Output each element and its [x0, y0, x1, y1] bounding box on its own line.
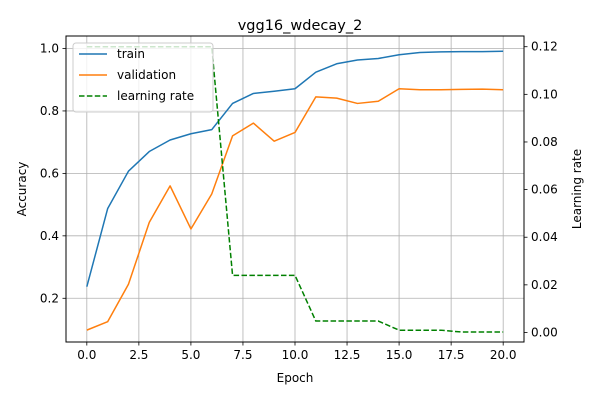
series-line-validation — [86, 88, 504, 331]
x-axis: 0.0 2.5 5.0 7.5 10.0 12.5 15.0 17.5 20.0 — [77, 342, 517, 362]
x-tick-label: 20.0 — [490, 348, 517, 362]
chart-title: vgg16_wdecay_2 — [238, 18, 363, 34]
x-axis-title: Epoch — [277, 371, 314, 385]
series-line-learning-rate — [86, 45, 504, 333]
x-tick-label: 5.0 — [181, 348, 200, 362]
y2-tick-label: 0.04 — [531, 230, 558, 244]
legend-label: train — [117, 47, 145, 61]
x-tick-label: 7.5 — [233, 348, 252, 362]
x-tick-label: 15.0 — [386, 348, 413, 362]
series-line-train — [86, 50, 504, 287]
legend-box — [72, 42, 214, 113]
y2-tick-label: 0.00 — [531, 325, 558, 339]
y-tick-label: 0.2 — [40, 291, 59, 305]
y-axis-right: 0.00 0.02 0.04 0.06 0.08 0.10 0.12 — [524, 40, 558, 339]
y-axis-left: 0.2 0.4 0.6 0.8 1.0 — [40, 41, 66, 305]
y2-tick-label: 0.12 — [531, 40, 558, 54]
x-tick-label: 0.0 — [77, 348, 96, 362]
grid-layer — [66, 36, 524, 342]
y2-axis-title: Learning rate — [570, 149, 584, 229]
series-layer — [86, 45, 504, 333]
x-tick-label: 2.5 — [129, 348, 148, 362]
y2-tick-label: 0.06 — [531, 183, 558, 197]
legend-label: validation — [117, 68, 176, 82]
y2-tick-label: 0.10 — [531, 87, 558, 101]
legend-label: learning rate — [117, 89, 194, 103]
x-tick-label: 12.5 — [334, 348, 361, 362]
y-tick-label: 0.4 — [40, 229, 59, 243]
y-tick-label: 0.8 — [40, 104, 59, 118]
legend: train validation learning rate — [72, 42, 214, 113]
y2-tick-label: 0.08 — [531, 135, 558, 149]
y-tick-label: 1.0 — [40, 41, 59, 55]
y2-tick-label: 0.02 — [531, 278, 558, 292]
x-tick-label: 10.0 — [282, 348, 309, 362]
x-tick-label: 17.5 — [438, 348, 465, 362]
y-tick-label: 0.6 — [40, 166, 59, 180]
y-axis-title: Accuracy — [15, 162, 29, 217]
